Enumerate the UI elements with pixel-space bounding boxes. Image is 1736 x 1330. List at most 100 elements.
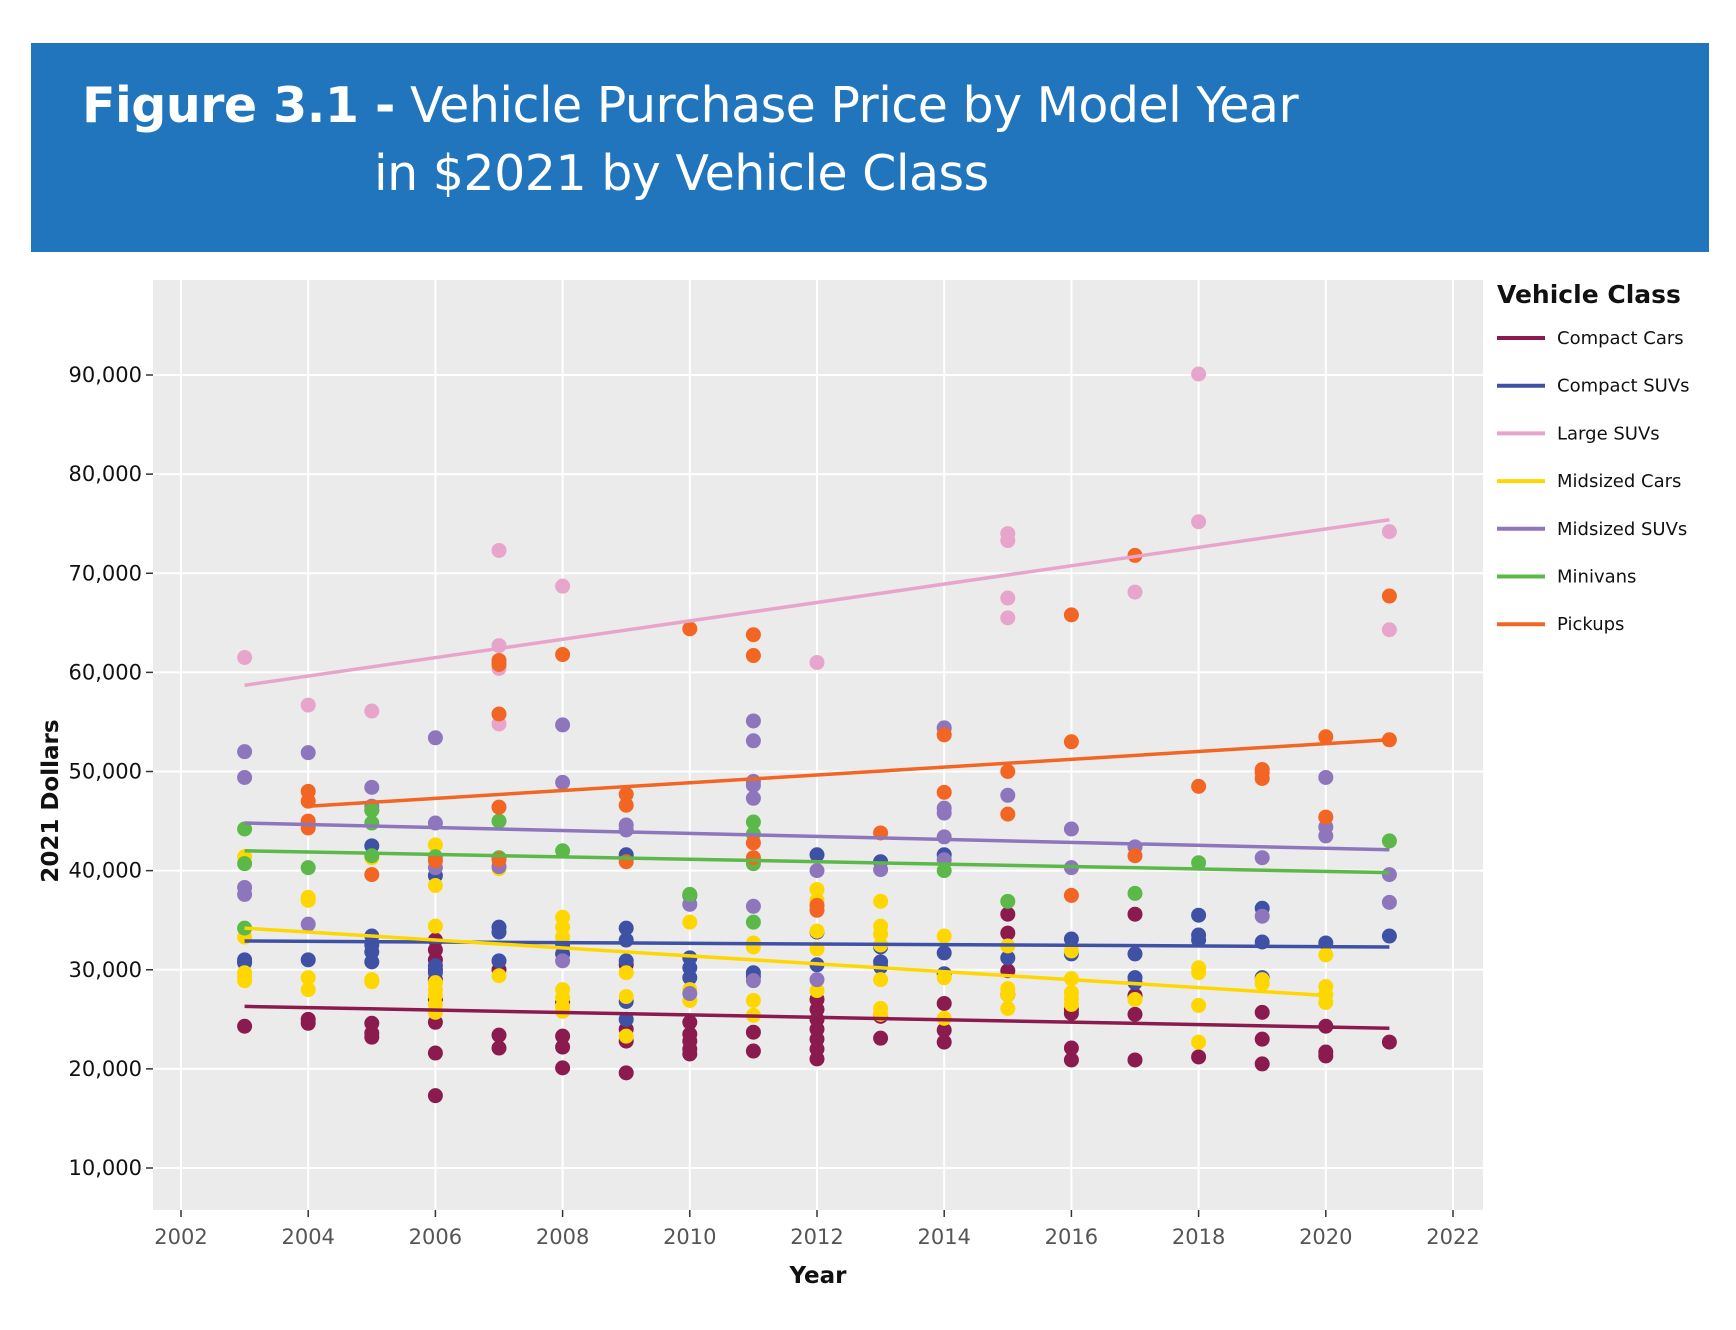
trend-line-minivans	[244, 849, 1390, 875]
data-point-compact-suvs	[300, 952, 316, 968]
y-tick-label: 70,000	[69, 561, 142, 585]
data-point-midsized-suvs	[1000, 787, 1016, 803]
trend-line-compact-suvs	[244, 939, 1390, 949]
data-point-midsized-cars	[427, 918, 443, 934]
trend-line-compact-cars	[244, 1004, 1390, 1030]
data-point-midsized-suvs	[745, 713, 761, 729]
data-point-compact-cars	[745, 1024, 761, 1040]
x-tick-label: 2022	[1426, 1225, 1479, 1249]
data-point-midsized-cars	[364, 972, 380, 988]
data-point-compact-cars	[682, 1026, 698, 1042]
data-point-compact-cars	[936, 995, 952, 1011]
data-point-midsized-cars	[1063, 943, 1079, 959]
data-point-midsized-suvs	[682, 986, 698, 1002]
data-point-compact-cars	[364, 1015, 380, 1031]
data-point-large-suvs	[300, 697, 316, 713]
y-axis-ticks: 10,000 20,000 30,000 40,000 50,000 60,000 70,0…	[69, 363, 153, 1180]
data-point-compact-suvs	[1063, 931, 1079, 947]
data-point-midsized-suvs	[936, 829, 952, 845]
data-point-midsized-cars	[745, 992, 761, 1008]
data-point-midsized-cars	[618, 965, 634, 981]
x-tick-label: 2008	[536, 1225, 589, 1249]
data-point-midsized-suvs	[745, 898, 761, 914]
data-point-minivans	[745, 914, 761, 930]
data-point-pickups	[1127, 848, 1143, 864]
data-point-large-suvs	[1000, 610, 1016, 626]
data-point-midsized-cars	[809, 983, 825, 999]
data-point-pickups	[491, 706, 507, 722]
data-point-midsized-suvs	[237, 879, 253, 895]
legend: Vehicle Class Compact Cars Compact SUVs La…	[1497, 280, 1690, 635]
legend-title: Vehicle Class	[1497, 280, 1681, 309]
legend-label-midsized-suvs: Midsized SUVs	[1557, 519, 1687, 540]
data-point-midsized-cars	[237, 965, 253, 981]
data-point-pickups	[491, 799, 507, 815]
data-point-compact-cars	[1127, 906, 1143, 922]
data-point-compact-suvs	[1381, 928, 1397, 944]
data-point-midsized-cars	[1000, 981, 1016, 997]
data-point-compact-cars	[618, 1065, 634, 1081]
data-point-compact-cars	[682, 1014, 698, 1030]
data-point-large-suvs	[1381, 524, 1397, 540]
data-point-midsized-cars	[555, 982, 571, 998]
data-point-compact-cars	[1000, 925, 1016, 941]
data-point-compact-cars	[1381, 1034, 1397, 1050]
data-point-midsized-cars	[1318, 979, 1334, 995]
trend-line-midsized-suvs	[244, 821, 1390, 852]
data-point-midsized-cars	[1000, 1000, 1016, 1016]
data-point-compact-cars	[300, 1011, 316, 1027]
data-point-pickups	[1318, 809, 1334, 825]
data-point-compact-suvs	[1191, 927, 1207, 943]
data-point-compact-cars	[1254, 1056, 1270, 1072]
data-point-compact-cars	[427, 1045, 443, 1061]
data-point-midsized-suvs	[745, 790, 761, 806]
data-point-midsized-suvs	[1254, 850, 1270, 866]
data-point-midsized-cars	[618, 989, 634, 1005]
y-tick-label: 90,000	[69, 363, 142, 387]
data-point-midsized-cars	[618, 1028, 634, 1044]
data-point-compact-cars	[1254, 1004, 1270, 1020]
data-point-pickups	[745, 648, 761, 664]
data-point-midsized-cars	[1191, 1034, 1207, 1050]
data-point-midsized-suvs	[1063, 821, 1079, 837]
data-point-midsized-cars	[1191, 960, 1207, 976]
data-point-midsized-cars	[1254, 972, 1270, 988]
data-point-pickups	[809, 897, 825, 913]
data-point-large-suvs	[1000, 526, 1016, 542]
data-point-midsized-suvs	[364, 779, 380, 795]
data-point-midsized-cars	[300, 982, 316, 998]
data-point-compact-suvs	[873, 954, 889, 970]
data-point-midsized-cars	[1318, 947, 1334, 963]
x-tick-label: 2014	[917, 1225, 970, 1249]
y-tick-label: 30,000	[69, 958, 142, 982]
data-point-midsized-suvs	[1381, 894, 1397, 910]
trend-line-pickups	[308, 738, 1390, 808]
data-point-midsized-suvs	[809, 972, 825, 988]
data-point-large-suvs	[809, 654, 825, 670]
data-point-minivans	[491, 813, 507, 829]
data-points	[237, 366, 1397, 1104]
data-point-large-suvs	[1381, 622, 1397, 638]
data-point-minivans	[555, 843, 571, 859]
data-point-midsized-suvs	[1254, 908, 1270, 924]
data-point-midsized-cars	[555, 909, 571, 925]
data-point-midsized-suvs	[237, 744, 253, 760]
data-point-minivans	[745, 814, 761, 830]
data-point-pickups	[745, 850, 761, 866]
y-tick-label: 50,000	[69, 760, 142, 784]
data-point-pickups	[491, 652, 507, 668]
data-point-pickups	[1191, 778, 1207, 794]
title-line-1: Figure 3.1 - Vehicle Purchase Price by M…	[82, 77, 1299, 134]
data-point-pickups	[427, 853, 443, 869]
data-point-midsized-suvs	[300, 745, 316, 761]
data-point-compact-suvs	[491, 953, 507, 969]
data-point-midsized-suvs	[555, 953, 571, 969]
data-point-minivans	[1381, 833, 1397, 849]
data-point-midsized-cars	[427, 837, 443, 853]
data-point-midsized-suvs	[427, 730, 443, 746]
legend-label-minivans: Minivans	[1557, 567, 1636, 588]
data-point-compact-cars	[936, 1034, 952, 1050]
x-tick-label: 2012	[790, 1225, 843, 1249]
data-point-midsized-suvs	[300, 916, 316, 932]
data-point-pickups	[1063, 607, 1079, 623]
